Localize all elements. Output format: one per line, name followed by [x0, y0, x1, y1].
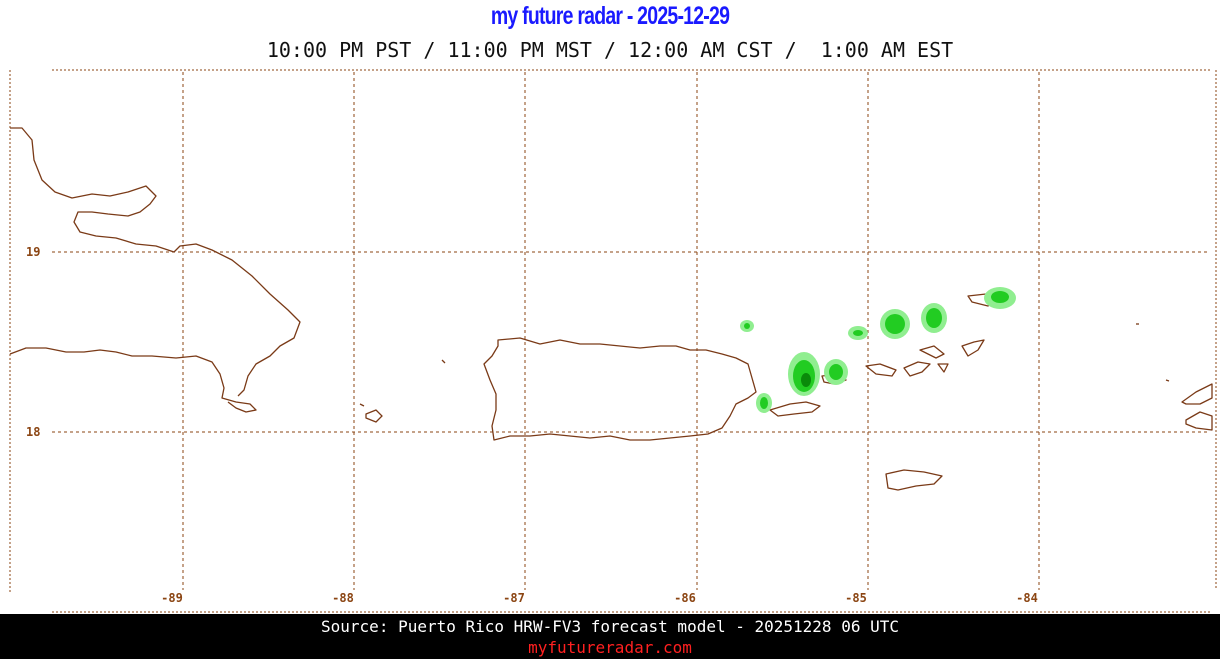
precip-cell-3: [788, 352, 820, 396]
puerto-rico: [483, 337, 757, 441]
lon-label-88: -88: [332, 591, 354, 605]
precip-cell-5: [848, 326, 868, 340]
radar-map: -89 -88 -87 -86 -85 -84 19 18: [9, 69, 1217, 613]
lon-label-89: -89: [161, 591, 183, 605]
precip-cell-6: [880, 309, 910, 339]
hispaniola-south-coast: [9, 347, 257, 413]
island-tiny-a: [359, 403, 365, 407]
coastlines: [9, 127, 1213, 491]
lon-label-85: -85: [845, 591, 867, 605]
site-link[interactable]: myfutureradar.com: [528, 638, 692, 657]
island-tiny-d: [1165, 379, 1170, 382]
lon-label-86: -86: [674, 591, 696, 605]
lon-label-84: -84: [1016, 591, 1038, 605]
time-zones-line: 10:00 PM PST / 11:00 PM MST / 12:00 AM C…: [266, 38, 954, 62]
island-far-east: [1181, 383, 1213, 431]
st-croix: [885, 469, 943, 491]
lat-label-19: 19: [26, 245, 40, 259]
map-frame: [9, 69, 1217, 613]
precip-cell-1: [740, 320, 754, 332]
island-west: [365, 409, 383, 423]
lat-label-18: 18: [26, 425, 40, 439]
lat-lon-grid: [52, 72, 1210, 590]
precip-cell-7: [921, 303, 947, 333]
precip-cell-8: [984, 287, 1016, 309]
footer-bar: Source: Puerto Rico HRW-FV3 forecast mod…: [0, 614, 1220, 659]
precipitation-cells: [740, 287, 1016, 413]
island-tiny-b: [441, 359, 446, 364]
virgin-islands-b: [865, 345, 949, 377]
precip-cell-2: [756, 393, 772, 413]
lon-label-87: -87: [503, 591, 525, 605]
hispaniola-north-coast: [10, 127, 301, 397]
culebra-vieques: [769, 401, 821, 417]
source-text: Source: Puerto Rico HRW-FV3 forecast mod…: [321, 617, 899, 636]
precip-cell-4: [824, 359, 848, 385]
page-title: my future radar - 2025-12-29: [490, 2, 730, 30]
